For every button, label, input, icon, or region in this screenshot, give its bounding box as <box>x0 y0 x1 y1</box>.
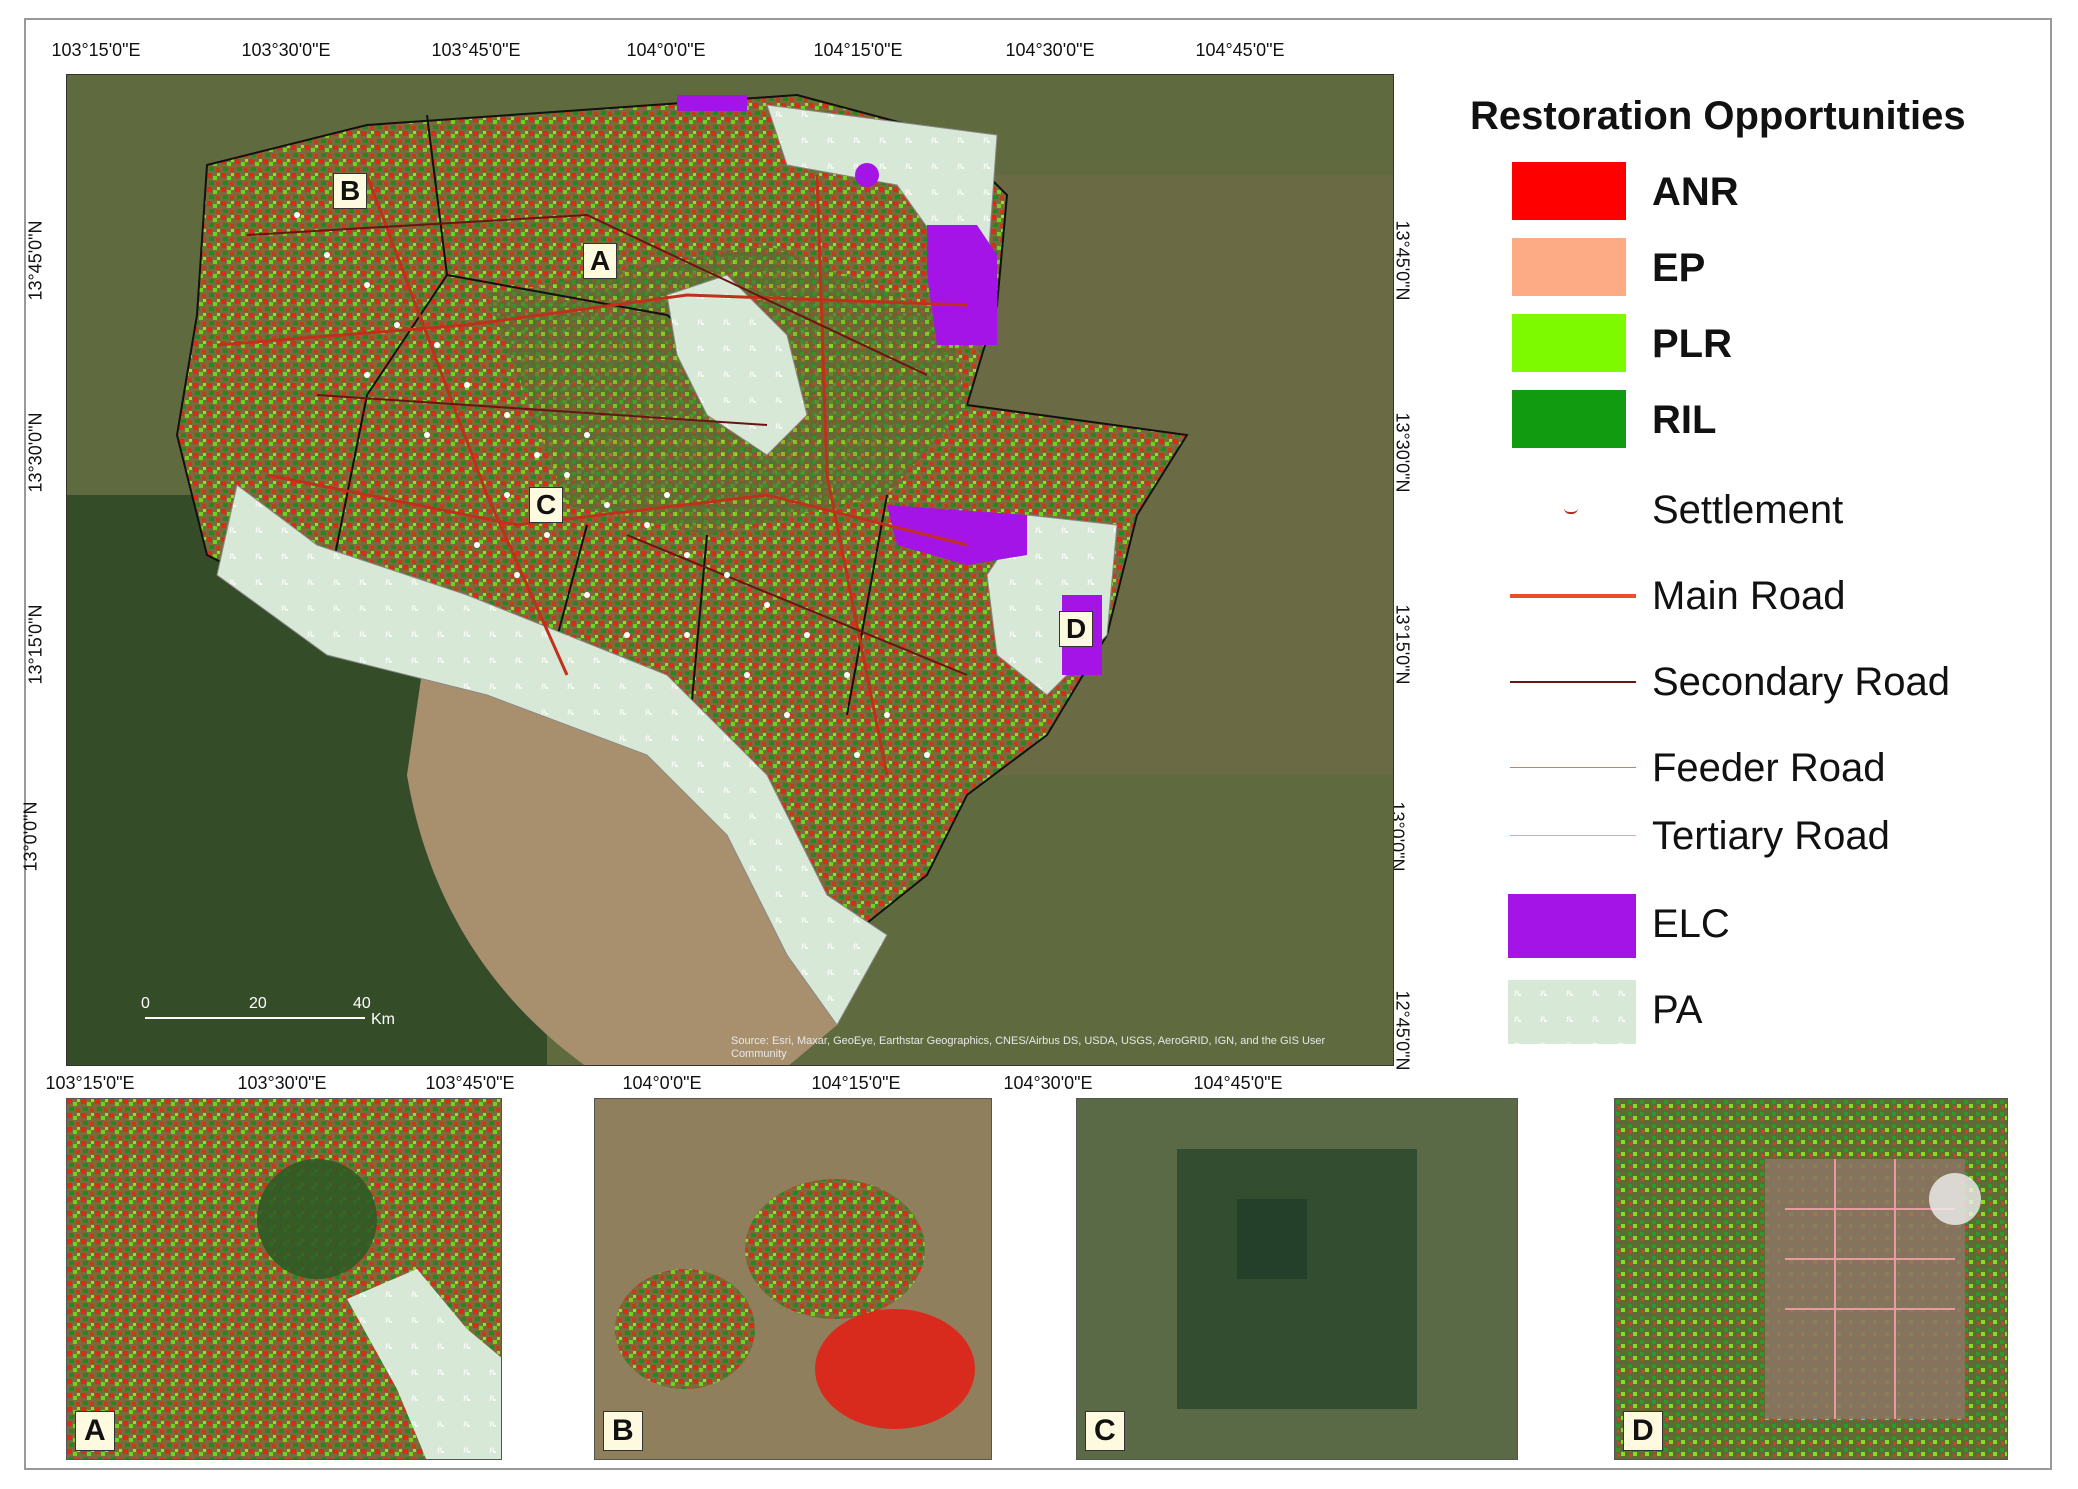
map-label-c: C <box>529 487 564 523</box>
elc-point <box>855 163 879 187</box>
legend-label-pa: PA <box>1652 988 1703 1032</box>
bottom-tick-4: 104°0'0"E <box>622 1073 702 1093</box>
scale-zero: 0 <box>141 995 150 1012</box>
elc-north <box>677 95 747 111</box>
legend: Restoration Opportunities ANR EP PLR RIL… <box>1462 90 2022 1080</box>
legend-item-plr: PLR <box>1462 314 2022 376</box>
main-roads <box>216 174 968 776</box>
top-tick-3: 103°45'0"E <box>431 40 521 60</box>
right-tick-2: 13°30'0"N <box>1392 412 1413 493</box>
main-map: ጼ <box>66 74 1394 1066</box>
legend-label-ril: RIL <box>1652 398 1717 442</box>
inset-a: A <box>66 1098 502 1460</box>
top-tick-7: 104°45'0"E <box>1195 40 1285 60</box>
bottom-tick-6: 104°30'0"E <box>1003 1073 1093 1093</box>
settlement-icon <box>1564 506 1578 514</box>
bottom-tick-7: 104°45'0"E <box>1193 1073 1283 1093</box>
top-tick-4: 104°0'0"E <box>626 40 706 60</box>
inset-d-label: D <box>1623 1411 1663 1451</box>
secondary-road-line <box>1510 681 1636 683</box>
legend-label-settlement: Settlement <box>1652 488 1844 532</box>
left-tick-1: 13°45'0"N <box>25 220 46 301</box>
legend-item-pa: PA <box>1462 980 2022 1044</box>
swatch-ril <box>1512 390 1626 448</box>
district-boundaries <box>326 114 888 756</box>
tertiary-road-line <box>1510 835 1636 836</box>
swatch-ep <box>1512 238 1626 296</box>
inset-c-map <box>1077 1099 1517 1459</box>
map-canvas: ጼ <box>67 75 1393 1065</box>
inset-b: B <box>594 1098 992 1460</box>
legend-label-elc: ELC <box>1652 902 1730 946</box>
map-label-d: D <box>1059 611 1094 647</box>
inset-d-map <box>1615 1099 2007 1459</box>
scale-line <box>145 1017 365 1019</box>
left-tick-3: 13°15'0"N <box>25 604 46 685</box>
secondary-roads <box>246 213 968 676</box>
legend-label-anr: ANR <box>1652 170 1739 214</box>
left-tick-2: 13°30'0"N <box>25 412 46 493</box>
elc-north-east <box>927 225 997 345</box>
top-tick-2: 103°30'0"E <box>241 40 331 60</box>
top-tick-5: 104°15'0"E <box>813 40 903 60</box>
scale-unit: Km <box>371 1011 395 1028</box>
inset-c-label: C <box>1085 1411 1125 1451</box>
legend-item-secondary-road: Secondary Road <box>1462 652 2022 714</box>
bottom-tick-5: 104°15'0"E <box>811 1073 901 1093</box>
bottom-tick-1: 103°15'0"E <box>45 1073 135 1093</box>
legend-item-settlement: Settlement <box>1462 480 2022 542</box>
legend-item-anr: ANR <box>1462 162 2022 224</box>
pa-south <box>216 484 888 1026</box>
elc-east <box>887 505 1027 565</box>
top-tick-6: 104°30'0"E <box>1005 40 1095 60</box>
legend-item-ep: EP <box>1462 238 2022 300</box>
bottom-tick-3: 103°45'0"E <box>425 1073 515 1093</box>
bottom-tick-2: 103°30'0"E <box>237 1073 327 1093</box>
scale-forty: 40 <box>353 995 371 1012</box>
top-tick-1: 103°15'0"E <box>51 40 141 60</box>
legend-label-ep: EP <box>1652 246 1706 290</box>
inset-b-map <box>595 1099 991 1459</box>
inset-a-map <box>67 1099 501 1459</box>
main-road-line <box>1510 594 1636 598</box>
scale-bar: 0 20 40 Km <box>115 995 505 1035</box>
legend-label-plr: PLR <box>1652 322 1732 366</box>
feeder-road-line <box>1510 767 1636 768</box>
swatch-anr <box>1512 162 1626 220</box>
legend-item-tertiary-road: Tertiary Road <box>1462 806 2022 868</box>
inset-a-label: A <box>75 1411 115 1451</box>
left-tick-4: 13°0'0"N <box>20 801 41 872</box>
legend-item-feeder-road: Feeder Road <box>1462 738 2022 800</box>
right-tick-5: 12°45'0"N <box>1392 990 1413 1071</box>
inset-d: D <box>1614 1098 2008 1460</box>
map-attribution: Source: Esri, Maxar, GeoEye, Earthstar G… <box>731 1035 1326 1060</box>
scale-twenty: 20 <box>249 995 267 1012</box>
legend-label-feeder-road: Feeder Road <box>1652 746 1886 790</box>
swatch-pa <box>1508 980 1636 1044</box>
lake-tonle-sap <box>407 654 837 1065</box>
legend-label-tertiary-road: Tertiary Road <box>1652 814 1890 858</box>
map-label-b: B <box>333 173 368 209</box>
inset-b-label: B <box>603 1411 643 1451</box>
swatch-plr <box>1512 314 1626 372</box>
legend-title: Restoration Opportunities <box>1470 94 1966 138</box>
right-tick-3: 13°15'0"N <box>1392 604 1413 685</box>
legend-label-secondary-road: Secondary Road <box>1652 660 1950 704</box>
legend-item-main-road: Main Road <box>1462 566 2022 628</box>
legend-label-main-road: Main Road <box>1652 574 1846 618</box>
right-tick-1: 13°45'0"N <box>1392 220 1413 301</box>
map-label-a: A <box>583 243 618 279</box>
inset-c: C <box>1076 1098 1518 1460</box>
legend-item-elc: ELC <box>1462 894 2022 958</box>
swatch-elc <box>1508 894 1636 958</box>
legend-item-ril: RIL <box>1462 390 2022 452</box>
settlements <box>294 212 930 758</box>
